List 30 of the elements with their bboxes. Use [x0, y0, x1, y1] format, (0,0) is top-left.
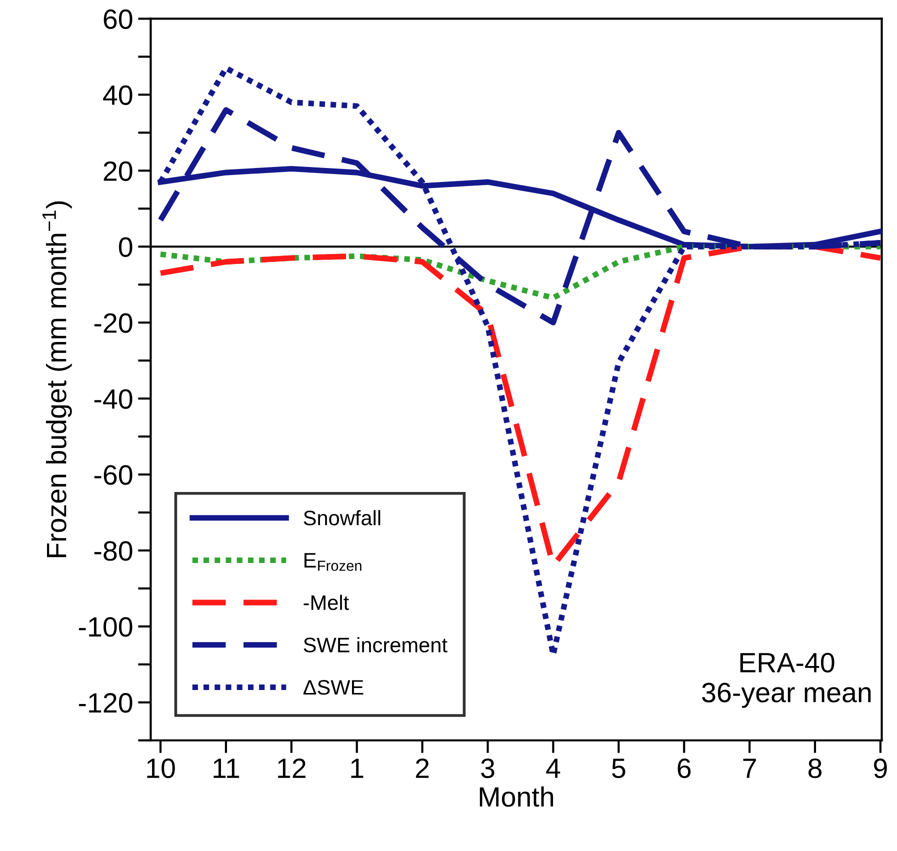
x-tick-label: 10: [147, 758, 175, 778]
y-tick-label: 0: [118, 237, 132, 257]
y-tick-label: -40: [94, 389, 132, 409]
legend-label: -Melt: [304, 594, 349, 610]
y-tick-label: -80: [94, 541, 132, 561]
legend-label: ΔSWE: [303, 680, 364, 695]
y-tick-label: 20: [104, 161, 132, 181]
annotation: ERA-40 36-year mean: [702, 652, 871, 708]
y-tick-label: -120: [78, 693, 132, 713]
y-tick-label: 60: [104, 9, 132, 30]
x-tick-label: 5: [612, 758, 626, 778]
legend-label: Snowfall: [304, 510, 380, 526]
x-tick-label: 1: [351, 758, 364, 778]
x-tick-label: 2: [416, 758, 429, 778]
x-tick-label: 11: [214, 758, 240, 778]
legend-label: SWE increment: [304, 637, 448, 652]
x-tick-label: 6: [678, 758, 691, 778]
legend-label: E$_{Frozen}$: [304, 553, 362, 571]
y-axis-title: Frozen budget (mm month$^{−1}$): [42, 201, 72, 558]
y-tick-label: 40: [103, 85, 132, 106]
x-tick-label: 8: [808, 758, 822, 778]
y-tick-label: -100: [78, 617, 132, 637]
y-tick-label: -20: [94, 313, 132, 333]
y-tick-label: -60: [94, 465, 132, 485]
x-tick-label: 12: [278, 758, 306, 778]
x-axis-title: Month: [480, 786, 554, 807]
x-tick-label: 4: [546, 758, 560, 778]
x-tick-label: 9: [874, 758, 887, 778]
x-tick-label: 3: [481, 758, 494, 778]
x-tick-label: 7: [743, 758, 756, 778]
